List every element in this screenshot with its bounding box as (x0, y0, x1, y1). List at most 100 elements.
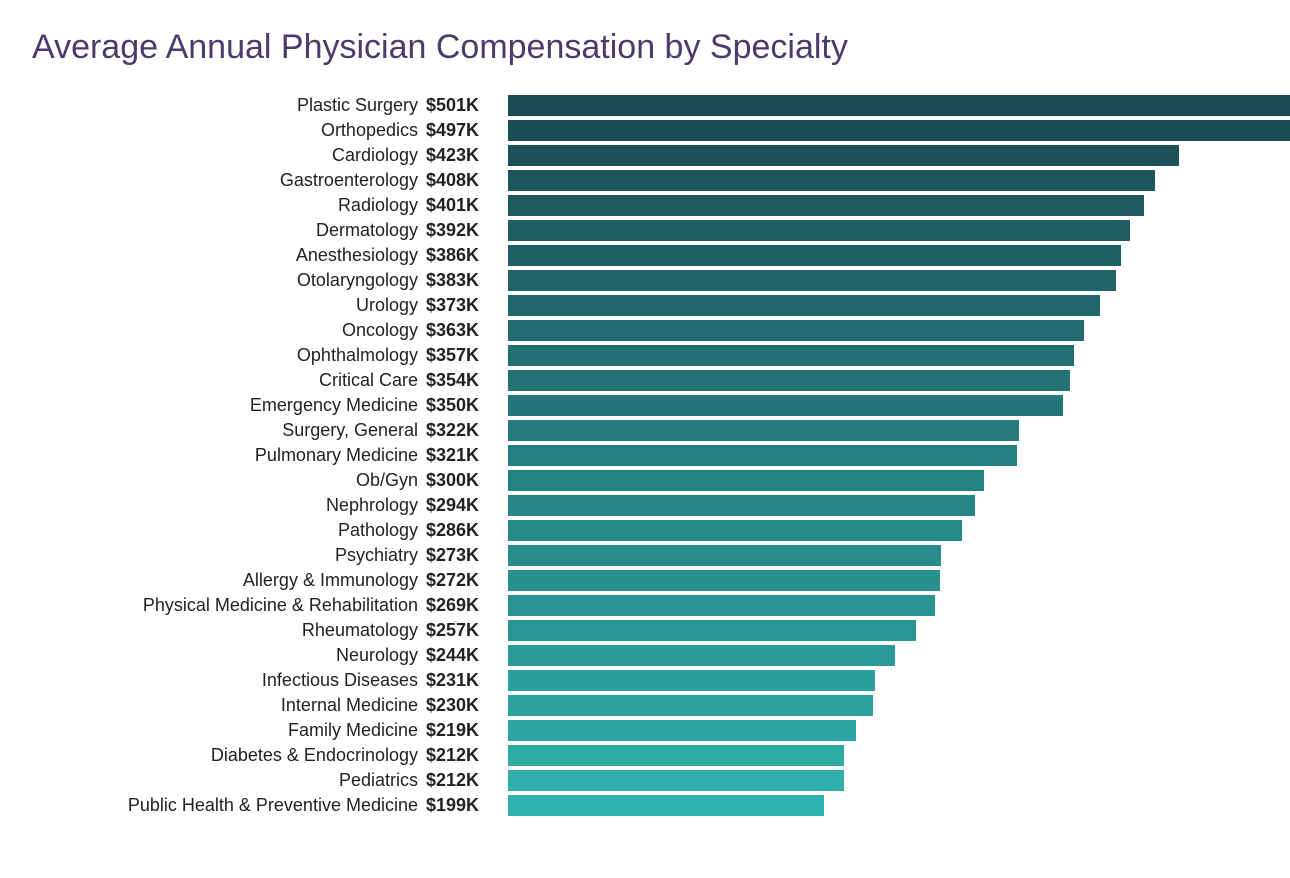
compensation-value: $286K (426, 520, 508, 541)
chart-row: Critical Care$354K (28, 368, 1262, 393)
bar (508, 395, 1063, 416)
compensation-value: $392K (426, 220, 508, 241)
chart-row: Pediatrics$212K (28, 768, 1262, 793)
bar-cell (508, 418, 1262, 443)
compensation-value: $386K (426, 245, 508, 266)
chart-row: Surgery, General$322K (28, 418, 1262, 443)
compensation-value: $257K (426, 620, 508, 641)
bar-cell (508, 393, 1262, 418)
bar (508, 370, 1070, 391)
compensation-value: $272K (426, 570, 508, 591)
bar-cell (508, 493, 1262, 518)
specialty-label: Critical Care (28, 370, 426, 391)
specialty-label: Internal Medicine (28, 695, 426, 716)
compensation-value: $273K (426, 545, 508, 566)
specialty-label: Infectious Diseases (28, 670, 426, 691)
compensation-value: $363K (426, 320, 508, 341)
compensation-value: $230K (426, 695, 508, 716)
chart-row: Plastic Surgery$501K (28, 93, 1262, 118)
chart-title: Average Annual Physician Compensation by… (32, 28, 1262, 67)
bar-cell (508, 318, 1262, 343)
bar-cell (508, 268, 1262, 293)
compensation-value: $294K (426, 495, 508, 516)
chart-row: Cardiology$423K (28, 143, 1262, 168)
specialty-label: Orthopedics (28, 120, 426, 141)
chart-row: Allergy & Immunology$272K (28, 568, 1262, 593)
specialty-label: Public Health & Preventive Medicine (28, 795, 426, 816)
chart-row: Physical Medicine & Rehabilitation$269K (28, 593, 1262, 618)
chart-row: Oncology$363K (28, 318, 1262, 343)
chart-row: Rheumatology$257K (28, 618, 1262, 643)
specialty-label: Emergency Medicine (28, 395, 426, 416)
specialty-label: Urology (28, 295, 426, 316)
chart-row: Otolaryngology$383K (28, 268, 1262, 293)
specialty-label: Plastic Surgery (28, 95, 426, 116)
bar (508, 270, 1116, 291)
specialty-label: Gastroenterology (28, 170, 426, 191)
compensation-value: $219K (426, 720, 508, 741)
chart-row: Psychiatry$273K (28, 543, 1262, 568)
bar (508, 445, 1017, 466)
specialty-label: Cardiology (28, 145, 426, 166)
compensation-value: $199K (426, 795, 508, 816)
compensation-value: $212K (426, 770, 508, 791)
bar (508, 545, 941, 566)
compensation-value: $497K (426, 120, 508, 141)
bar (508, 95, 1290, 116)
bar-cell (508, 768, 1262, 793)
bar (508, 295, 1100, 316)
bar-cell (508, 193, 1262, 218)
bar (508, 745, 844, 766)
bar (508, 420, 1019, 441)
specialty-label: Neurology (28, 645, 426, 666)
chart-row: Pathology$286K (28, 518, 1262, 543)
compensation-value: $269K (426, 595, 508, 616)
bar-cell (508, 568, 1262, 593)
specialty-label: Otolaryngology (28, 270, 426, 291)
bar (508, 120, 1290, 141)
bar (508, 520, 962, 541)
specialty-label: Oncology (28, 320, 426, 341)
compensation-value: $354K (426, 370, 508, 391)
compensation-value: $423K (426, 145, 508, 166)
bar-cell (508, 793, 1262, 818)
page: Average Annual Physician Compensation by… (0, 0, 1290, 878)
chart-row: Neurology$244K (28, 643, 1262, 668)
bar-cell (508, 93, 1290, 118)
specialty-label: Ophthalmology (28, 345, 426, 366)
specialty-label: Anesthesiology (28, 245, 426, 266)
compensation-value: $322K (426, 420, 508, 441)
bar-cell (508, 443, 1262, 468)
chart-row: Diabetes & Endocrinology$212K (28, 743, 1262, 768)
bar (508, 570, 940, 591)
specialty-label: Pulmonary Medicine (28, 445, 426, 466)
compensation-value: $350K (426, 395, 508, 416)
specialty-label: Psychiatry (28, 545, 426, 566)
bar (508, 770, 844, 791)
bar (508, 645, 895, 666)
specialty-label: Pathology (28, 520, 426, 541)
bar-cell (508, 143, 1262, 168)
specialty-label: Family Medicine (28, 720, 426, 741)
specialty-label: Pediatrics (28, 770, 426, 791)
bar-cell (508, 718, 1262, 743)
chart-row: Urology$373K (28, 293, 1262, 318)
bar-cell (508, 668, 1262, 693)
bar (508, 495, 975, 516)
bar-cell (508, 218, 1262, 243)
bar (508, 220, 1130, 241)
specialty-label: Surgery, General (28, 420, 426, 441)
specialty-label: Rheumatology (28, 620, 426, 641)
bar-cell (508, 293, 1262, 318)
bar (508, 720, 856, 741)
bar-cell (508, 693, 1262, 718)
specialty-label: Physical Medicine & Rehabilitation (28, 595, 426, 616)
bar (508, 795, 824, 816)
chart-row: Dermatology$392K (28, 218, 1262, 243)
bar (508, 695, 873, 716)
specialty-label: Dermatology (28, 220, 426, 241)
chart-row: Internal Medicine$230K (28, 693, 1262, 718)
specialty-label: Radiology (28, 195, 426, 216)
bar-cell (508, 168, 1262, 193)
compensation-value: $321K (426, 445, 508, 466)
